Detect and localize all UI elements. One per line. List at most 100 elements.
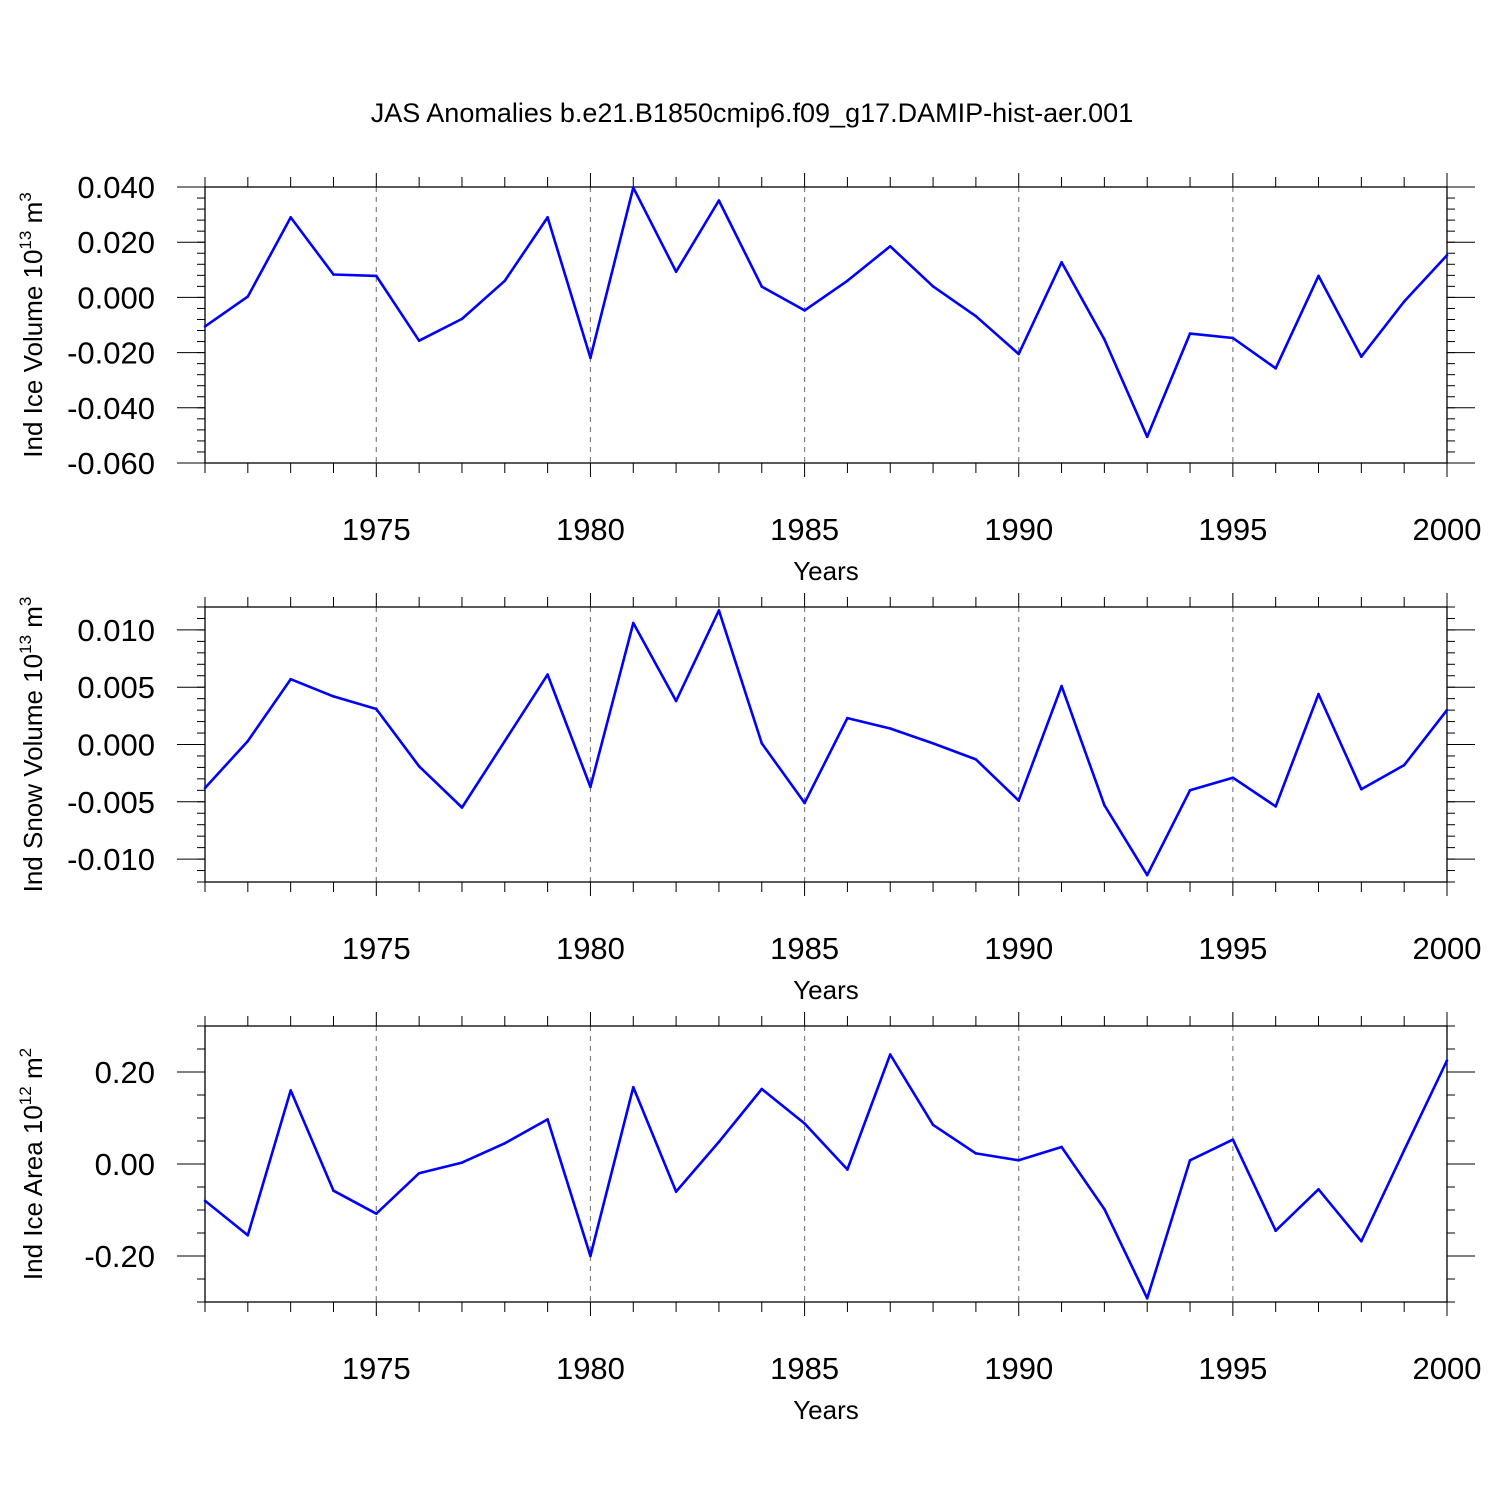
chart-title: JAS Anomalies b.e21.B1850cmip6.f09_g17.D… <box>370 98 1134 128</box>
snow-volume-data-point <box>1060 684 1063 688</box>
snow-volume-data-point <box>375 707 378 711</box>
ice-area-data-point <box>1060 1145 1063 1149</box>
snow-volume-data-point <box>1231 776 1235 780</box>
ice-area-data-point <box>1317 1188 1320 1191</box>
ice-area-data-point <box>888 1053 892 1056</box>
snow-volume-data-point <box>1188 789 1192 792</box>
ice-area-data-point <box>631 1085 635 1089</box>
ice-area-data-point <box>1402 1148 1406 1152</box>
ice-area-data-point <box>546 1118 549 1121</box>
snow-volume-data-point <box>846 716 849 720</box>
ice-volume-data-point <box>1445 253 1449 257</box>
panel-snow-volume: 0.010 0.005 0.000 -0.005 -0.010 1975 1980 1985 1… <box>16 593 1481 1005</box>
ice-volume-data-point <box>375 274 378 278</box>
snow-volume-data-point <box>760 742 764 745</box>
snow-volume-data-point <box>203 786 207 790</box>
snow-volume-x-tick-label: 1990 <box>984 931 1053 966</box>
ice-volume-data-point <box>1402 300 1406 303</box>
ice-area-series-line <box>204 1053 1449 1300</box>
ice-area-data-point <box>674 1190 678 1193</box>
ice-volume-data-point <box>931 285 935 288</box>
ice-area-x-tick-label: 1975 <box>342 1351 411 1386</box>
ice-area-plot-frame <box>204 1025 1448 1303</box>
ice-volume-x-tick-label: 2000 <box>1413 512 1482 547</box>
snow-volume-x-tick-label: 1980 <box>556 931 625 966</box>
ice-area-x-tick-label: 2000 <box>1413 1351 1482 1386</box>
ice-volume-data-point <box>974 314 978 318</box>
ice-volume-data-point <box>332 273 335 276</box>
ice-volume-data-point <box>1360 355 1363 359</box>
ice-volume-data-point <box>289 216 292 219</box>
ice-volume-y-tick-label: 0.020 <box>77 225 155 260</box>
ice-volume-series-line <box>204 186 1448 439</box>
ice-volume-data-point <box>203 325 207 328</box>
ice-area-y-tick-label: 0.00 <box>95 1147 155 1182</box>
snow-volume-data-point <box>246 739 250 743</box>
snow-volume-data-point <box>417 764 421 768</box>
ice-volume-data-point <box>631 186 635 189</box>
ice-volume-plot-frame <box>204 186 1448 464</box>
ice-volume-x-tick-label: 1990 <box>984 512 1053 547</box>
ice-area-y-axis-label: Ind Ice Area 1012 m2 <box>16 1048 48 1280</box>
snow-volume-data-point <box>674 699 678 703</box>
ice-area-data-point <box>1445 1059 1449 1062</box>
ice-volume-data-point <box>760 285 764 288</box>
snow-volume-data-point <box>1103 803 1106 807</box>
snow-volume-plot-frame <box>204 606 1448 883</box>
ice-area-data-point <box>203 1199 207 1203</box>
snow-volume-data-point <box>1317 692 1320 696</box>
snow-volume-data-point <box>1145 873 1149 877</box>
snow-volume-data-point <box>503 739 507 743</box>
ice-volume-data-point <box>717 199 721 202</box>
snow-volume-data-point <box>1274 805 1277 808</box>
ice-area-x-tick-label: 1980 <box>556 1351 625 1386</box>
ice-area-data-point <box>1360 1239 1363 1243</box>
panel-ice-volume: 0.040 0.020 0.000 -0.020 -0.040 -0.060 1975 198… <box>16 170 1481 586</box>
ice-area-data-point <box>803 1122 806 1125</box>
ice-volume-data-point <box>460 317 464 321</box>
ice-volume-data-point <box>503 279 507 283</box>
snow-volume-y-tick-label: -0.010 <box>67 842 155 877</box>
ice-volume-data-point <box>1103 338 1106 341</box>
ice-volume-data-point <box>246 295 250 298</box>
ice-volume-data-point <box>417 339 421 343</box>
ice-volume-data-point <box>1231 336 1235 340</box>
snow-volume-data-point <box>888 727 892 730</box>
ice-area-data-point <box>1231 1138 1235 1141</box>
snow-volume-x-tick-label: 1995 <box>1198 931 1267 966</box>
snow-volume-data-point <box>717 609 721 612</box>
ice-volume-y-tick-label: -0.020 <box>67 336 155 371</box>
snow-volume-data-point <box>631 621 635 625</box>
snow-volume-data-point <box>589 785 592 789</box>
ice-area-data-point <box>246 1234 250 1237</box>
snow-volume-y-tick-label: 0.000 <box>77 728 155 763</box>
ice-area-data-point <box>417 1171 421 1175</box>
ice-area-data-point <box>1274 1229 1277 1232</box>
ice-volume-data-point <box>846 279 849 283</box>
ice-area-data-point <box>760 1087 764 1091</box>
ice-volume-data-point <box>1145 435 1149 439</box>
ice-area-data-point <box>375 1212 378 1215</box>
ice-volume-y-axis-label: Ind Ice Volume 1013 m3 <box>16 192 48 457</box>
snow-volume-data-point <box>1445 708 1449 712</box>
ice-volume-data-point <box>888 245 892 248</box>
ice-area-data-point <box>1145 1297 1149 1300</box>
snow-volume-data-point <box>974 758 978 761</box>
ice-volume-data-point <box>1317 274 1320 278</box>
ice-area-data-point <box>589 1254 592 1258</box>
ice-area-data-point <box>1017 1159 1021 1162</box>
snow-volume-data-point <box>546 673 549 676</box>
ice-volume-data-point <box>674 270 678 274</box>
snow-volume-x-tick-label: 1985 <box>770 931 839 966</box>
ice-area-data-point <box>460 1161 464 1164</box>
ice-volume-y-tick-label: 0.000 <box>77 280 155 315</box>
snow-volume-y-tick-label: 0.010 <box>77 613 155 648</box>
ice-volume-y-tick-label: -0.040 <box>67 391 155 426</box>
ice-area-data-point <box>1103 1207 1106 1211</box>
snow-volume-y-tick-label: -0.005 <box>67 785 155 820</box>
snow-volume-x-tick-label: 1975 <box>342 931 411 966</box>
ice-area-data-point <box>289 1089 292 1092</box>
ice-area-data-point <box>974 1152 978 1155</box>
snow-volume-data-point <box>1017 799 1021 802</box>
